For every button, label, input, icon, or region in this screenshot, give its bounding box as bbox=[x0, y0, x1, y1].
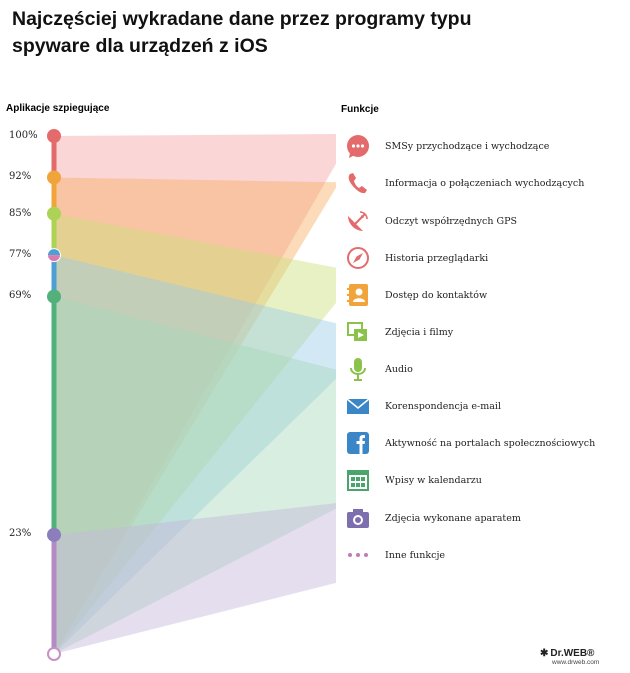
tick-label-69: 69% bbox=[9, 290, 32, 301]
more-dots-icon bbox=[348, 553, 368, 557]
compass-icon bbox=[347, 247, 369, 269]
spider-icon: ✱ bbox=[540, 648, 549, 659]
function-label-other: Inne funkcje bbox=[385, 550, 446, 561]
marker-85 bbox=[47, 206, 61, 221]
function-label-audio: Audio bbox=[385, 364, 413, 375]
media-icon bbox=[347, 322, 367, 341]
tick-label-23: 23% bbox=[9, 528, 32, 539]
facebook-icon bbox=[347, 432, 369, 454]
series-band-69 bbox=[54, 296, 336, 654]
tick-label-77: 77% bbox=[9, 249, 32, 260]
brand-logo: ✱ Dr.WEB® www.drweb.com bbox=[540, 648, 620, 667]
function-label-gps: Odczyt współrzędnych GPS bbox=[385, 216, 517, 227]
series-band-100 bbox=[54, 134, 336, 654]
marker-23 bbox=[47, 527, 61, 542]
function-label-calls: Informacja o połączeniach wychodzących bbox=[385, 178, 585, 189]
series-band-77 bbox=[54, 255, 336, 654]
marker-69 bbox=[47, 289, 61, 304]
function-label-contacts: Dostęp do kontaktów bbox=[385, 290, 488, 301]
series-band-23 bbox=[54, 503, 336, 654]
function-label-photos-videos: Zdjęcia i filmy bbox=[385, 327, 454, 338]
calendar-icon bbox=[347, 470, 369, 491]
camera-icon bbox=[347, 509, 369, 528]
tick-label-100: 100% bbox=[9, 130, 38, 141]
tick-label-92: 92% bbox=[9, 171, 32, 182]
chart-title: Najczęściej wykradane dane przez program… bbox=[12, 6, 612, 60]
functions-heading: Funkcje bbox=[341, 104, 379, 115]
address-book-icon bbox=[347, 284, 368, 306]
series-band-92 bbox=[54, 177, 336, 654]
axis-heading: Aplikacje szpiegujące bbox=[6, 103, 110, 114]
function-label-camera: Zdjęcia wykonane aparatem bbox=[385, 513, 521, 524]
satellite-dish-icon bbox=[348, 211, 368, 231]
microphone-icon bbox=[350, 358, 366, 381]
envelope-icon bbox=[346, 398, 370, 414]
brand-name: Dr.WEB® bbox=[550, 648, 595, 659]
function-label-social: Aktywność na portalach społecznościowych bbox=[385, 438, 596, 449]
tick-label-85: 85% bbox=[9, 208, 32, 219]
function-label-sms: SMSy przychodzące i wychodzące bbox=[385, 141, 550, 152]
marker-100 bbox=[47, 129, 61, 143]
marker-origin bbox=[47, 647, 61, 661]
phone-icon bbox=[348, 173, 367, 194]
function-label-browser-history: Historia przeglądarki bbox=[385, 253, 489, 264]
brand-url: www.drweb.com bbox=[552, 659, 600, 666]
function-label-calendar: Wpisy w kalendarzu bbox=[385, 475, 482, 486]
marker-92 bbox=[47, 170, 61, 185]
marker-77-top bbox=[48, 249, 60, 256]
chart-title-line-1: Najczęściej wykradane dane przez program… bbox=[12, 8, 472, 30]
chat-bubble-icon bbox=[347, 135, 369, 158]
marker-77-bottom bbox=[48, 255, 60, 262]
chart-title-line-2: spyware dla urządzeń z iOS bbox=[12, 35, 268, 57]
function-label-email: Korenspondencja e-mail bbox=[385, 401, 501, 412]
series-band-85 bbox=[54, 213, 336, 654]
